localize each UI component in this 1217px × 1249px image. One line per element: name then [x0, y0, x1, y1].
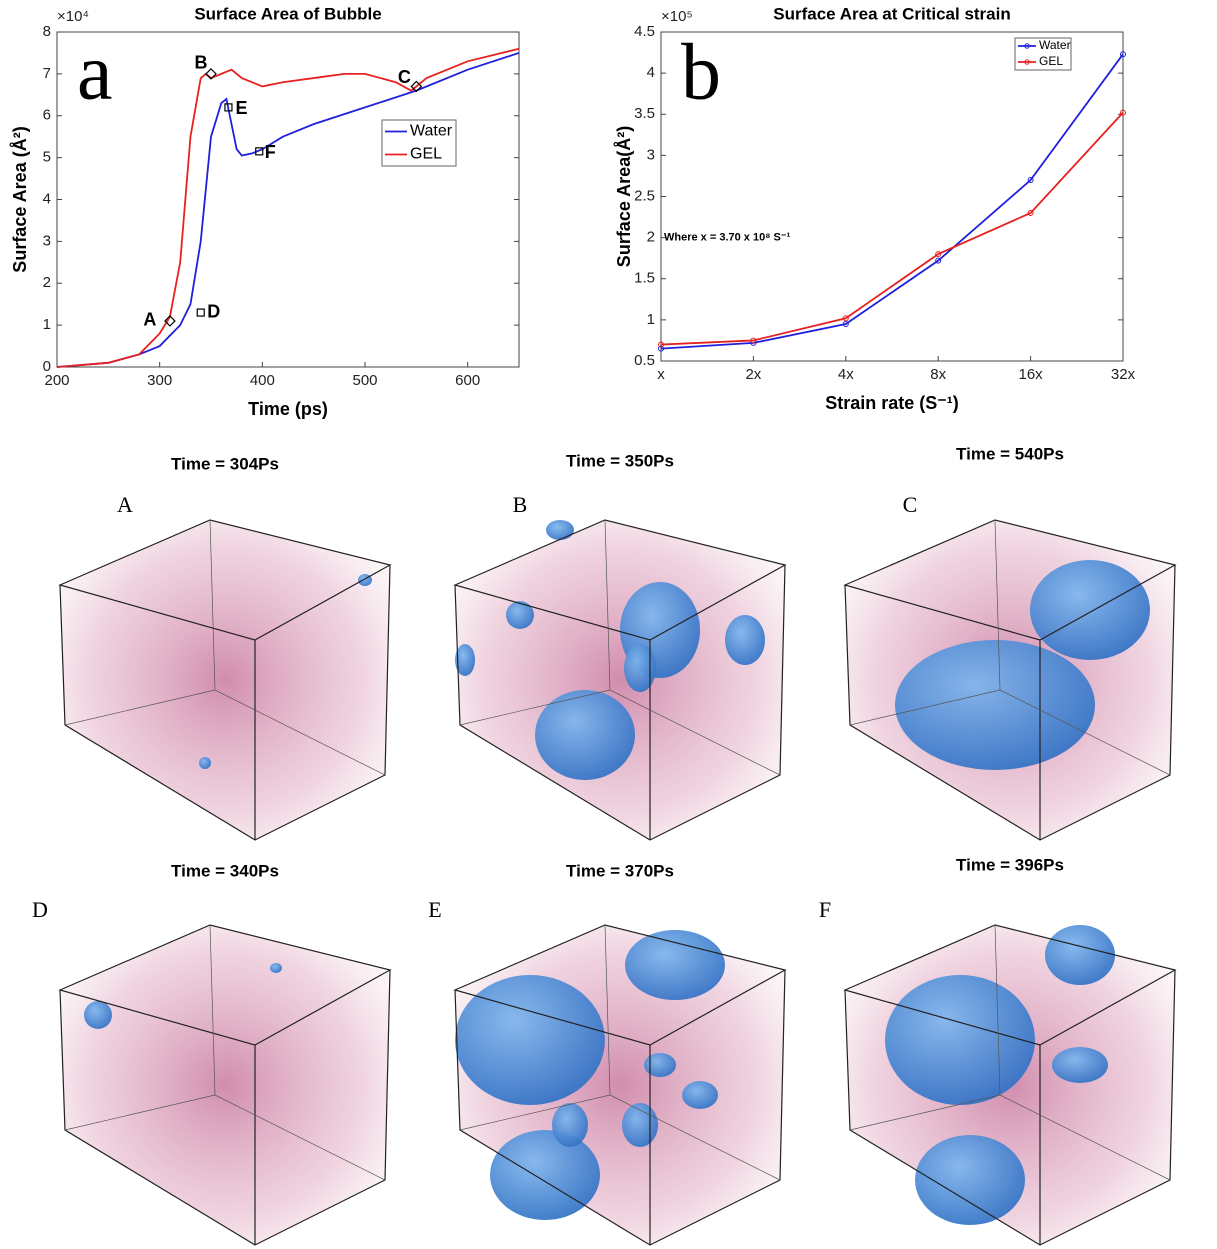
bubble	[84, 1001, 112, 1029]
marker-label: C	[398, 67, 411, 87]
axis-scale: ×10⁴	[57, 8, 89, 25]
marker-label: B	[195, 53, 208, 73]
bubble	[552, 1103, 588, 1147]
bubble	[885, 975, 1035, 1105]
panel-label: a	[77, 28, 113, 116]
x-axis-label: Strain rate (S⁻¹)	[825, 393, 959, 413]
marker-label: F	[265, 142, 276, 162]
bubble	[546, 520, 574, 540]
snapshot-time: Time = 396Ps	[956, 855, 1064, 874]
bubble	[535, 690, 635, 780]
bubble	[682, 1081, 718, 1109]
panel-label: b	[681, 28, 721, 116]
snapshot-time: Time = 340Ps	[171, 861, 279, 880]
x-tick-label: 16x	[1019, 366, 1044, 383]
snapshot-label: E	[428, 897, 441, 922]
marker-label: A	[143, 310, 156, 330]
snapshot-label: B	[513, 492, 528, 517]
y-tick-label: 4	[43, 190, 51, 207]
series-line	[661, 54, 1123, 348]
snapshot-label: C	[903, 492, 918, 517]
bubble	[644, 1053, 676, 1077]
x-tick-label: 500	[352, 372, 377, 389]
y-tick-label: 6	[43, 107, 51, 124]
bubble	[1052, 1047, 1108, 1083]
snapshot-time: Time = 540Ps	[956, 444, 1064, 463]
chart-title: Surface Area of Bubble	[194, 4, 381, 23]
marker	[197, 309, 204, 316]
y-axis-label: Surface Area(Å²)	[614, 126, 634, 267]
bubble	[624, 644, 656, 692]
x-tick-label: 300	[147, 372, 172, 389]
y-tick-label: 8	[43, 23, 51, 40]
y-tick-label: 3.5	[634, 105, 655, 122]
y-tick-label: 3	[647, 146, 655, 163]
series-line	[57, 53, 519, 367]
axis-scale: ×10⁵	[661, 8, 693, 25]
bubble	[895, 640, 1095, 770]
annotation: Where x = 3.70 x 10⁸ S⁻¹	[664, 232, 791, 244]
y-tick-label: 4.5	[634, 23, 655, 40]
bubble	[506, 601, 534, 629]
snapshot-time: Time = 370Ps	[566, 861, 674, 880]
y-tick-label: 4	[647, 64, 655, 81]
bubble	[625, 930, 725, 1000]
series-line	[57, 49, 519, 367]
cube-volume	[60, 925, 390, 1245]
x-tick-label: x	[657, 366, 665, 383]
snapshot-label: F	[819, 897, 831, 922]
y-tick-label: 2	[647, 229, 655, 246]
x-axis-label: Time (ps)	[248, 399, 328, 419]
legend-label: GEL	[410, 146, 442, 163]
x-tick-label: 200	[44, 372, 69, 389]
marker-label: D	[207, 301, 220, 321]
y-tick-label: 3	[43, 232, 51, 249]
x-tick-label: 32x	[1111, 366, 1136, 383]
bubble	[199, 757, 211, 769]
y-tick-label: 1.5	[634, 270, 655, 287]
snapshot-time: Time = 350Ps	[566, 451, 674, 470]
y-tick-label: 2	[43, 274, 51, 291]
x-tick-label: 8x	[930, 366, 946, 383]
bubble	[725, 615, 765, 665]
y-axis-label: Surface Area (Å²)	[10, 126, 30, 272]
x-tick-label: 600	[455, 372, 480, 389]
snapshot-time: Time = 304Ps	[171, 454, 279, 473]
legend-label: GEL	[1039, 54, 1063, 68]
legend-label: Water	[410, 123, 453, 140]
snapshot-label: D	[32, 897, 48, 922]
legend-label: Water	[1039, 38, 1071, 52]
y-tick-label: 2.5	[634, 187, 655, 204]
bubble	[1030, 560, 1150, 660]
bubble	[455, 975, 605, 1105]
bubble	[1045, 925, 1115, 985]
bubble	[490, 1130, 600, 1220]
y-tick-label: 0.5	[634, 352, 655, 369]
x-tick-label: 400	[250, 372, 275, 389]
cube-volume	[455, 520, 785, 840]
snapshot-label: A	[117, 492, 133, 517]
plot-frame	[661, 32, 1123, 361]
y-tick-label: 1	[43, 316, 51, 333]
cube-volume	[60, 520, 390, 840]
figure: 012345678200300400500600Surface Area of …	[0, 0, 1217, 1249]
chart-title: Surface Area at Critical strain	[773, 4, 1010, 23]
y-tick-label: 5	[43, 149, 51, 166]
marker-label: E	[235, 98, 247, 118]
x-tick-label: 4x	[838, 366, 854, 383]
x-tick-label: 2x	[745, 366, 761, 383]
bubble	[270, 963, 282, 973]
y-tick-label: 1	[647, 311, 655, 328]
y-tick-label: 7	[43, 65, 51, 82]
bubble	[622, 1103, 658, 1147]
